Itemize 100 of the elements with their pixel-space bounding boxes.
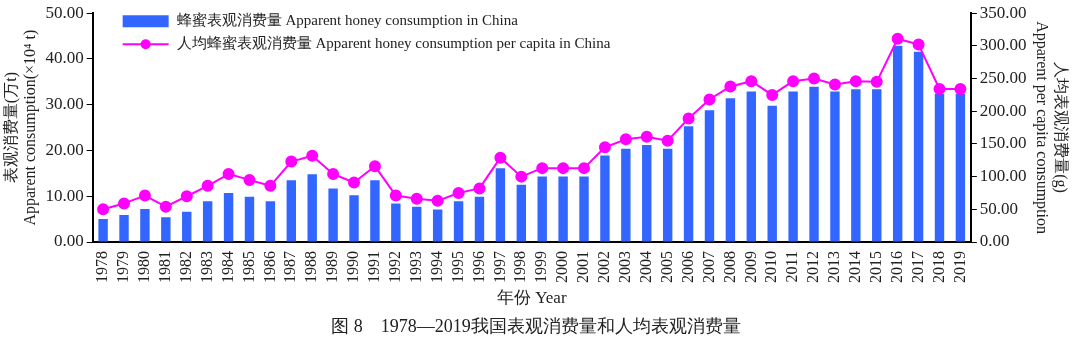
x-tick-label: 1998 [511, 251, 529, 283]
point [201, 179, 214, 192]
point [138, 189, 151, 202]
y2-tick-label: 100.00 [979, 166, 1027, 186]
bar [683, 126, 694, 242]
bar [119, 215, 129, 242]
bar [851, 89, 861, 242]
x-tick-label: 2014 [846, 251, 864, 283]
point [619, 133, 632, 146]
bar [98, 219, 108, 242]
x-tick-label: 1980 [135, 251, 153, 283]
bar [223, 193, 234, 242]
point [159, 200, 172, 213]
x-tick-label: 2003 [616, 251, 634, 283]
bar [202, 201, 213, 242]
y-tick-label: 30.00 [45, 94, 84, 114]
y2-tick-label: 0.00 [979, 231, 1010, 251]
x-tick-label: 1995 [448, 251, 466, 283]
bar [495, 168, 506, 242]
point [243, 173, 256, 186]
x-tick-label: 1988 [302, 251, 320, 283]
bar [558, 176, 568, 242]
point [787, 75, 800, 88]
point [348, 176, 361, 189]
bar [809, 86, 819, 242]
point [410, 192, 423, 205]
point [808, 72, 821, 85]
point [473, 182, 486, 195]
point [661, 134, 674, 147]
x-tick-label: 2015 [866, 251, 884, 283]
point [557, 162, 570, 175]
x-tick-label: 1986 [260, 251, 278, 283]
bar [600, 155, 610, 242]
bar [286, 180, 296, 242]
bar [788, 91, 798, 242]
point [285, 155, 298, 168]
point [933, 83, 946, 96]
x-tick-label: 2005 [657, 251, 675, 283]
point [766, 88, 779, 101]
bar [955, 93, 966, 242]
point [389, 189, 402, 202]
x-tick-label: 1997 [490, 251, 508, 283]
bar [370, 180, 380, 242]
x-tick-label: 2002 [595, 251, 613, 283]
bar [474, 196, 485, 242]
x-tick-label: 1978 [93, 251, 111, 283]
y-tick-label: 20.00 [45, 139, 84, 159]
bar [872, 89, 882, 242]
bar [642, 144, 652, 242]
point [745, 75, 758, 88]
y-tick-label: 0.00 [53, 231, 84, 251]
bar [391, 203, 401, 242]
x-tick-label: 1981 [156, 251, 174, 283]
x-tick-label: 2018 [929, 251, 947, 283]
y2-axis-title: 人均表观消费量(g) Apparent per capita consumption [1033, 21, 1071, 235]
text: 图 8 1978—2019我国表观消费量和人均表观消费量 [331, 315, 741, 336]
bar [307, 174, 317, 242]
x-tick-label: 2010 [762, 251, 780, 283]
point [640, 130, 653, 143]
x-axis-title: 年份 Year [496, 287, 567, 307]
point [452, 186, 465, 199]
x-tick-label: 2016 [887, 251, 905, 283]
bar [182, 211, 192, 242]
y-tick-label: 50.00 [45, 2, 84, 22]
x-tick-label: 1987 [281, 251, 299, 283]
y-axis-title: 表观消费量(万t) Apparent consumption(×10⁴ t) [1, 29, 39, 226]
bar [349, 195, 359, 242]
x-tick-label: 1979 [114, 251, 132, 283]
x-tick-label: 2008 [720, 251, 738, 283]
point [682, 112, 695, 125]
point [327, 168, 340, 181]
y-tick-label: 10.00 [45, 185, 84, 205]
bar [621, 148, 631, 242]
point [870, 75, 883, 88]
point [431, 194, 444, 207]
point [368, 160, 381, 173]
bar [453, 201, 464, 242]
point [494, 151, 507, 164]
point [912, 38, 925, 51]
y2-tick-label: 200.00 [979, 100, 1027, 120]
bar [725, 98, 736, 242]
point [306, 149, 319, 162]
bar [704, 110, 715, 242]
bar [516, 184, 526, 242]
point [118, 197, 131, 210]
x-tick-label: 1982 [176, 251, 194, 283]
point [515, 170, 528, 183]
x-tick-label: 2019 [950, 251, 968, 283]
x-tick-label: 2013 [825, 251, 843, 283]
point [828, 78, 841, 91]
x-tick-label: 1992 [386, 251, 404, 283]
point [849, 75, 862, 88]
bar [746, 91, 757, 242]
y2-tick-label: 350.00 [979, 2, 1027, 22]
point [954, 83, 967, 96]
bar [412, 206, 422, 242]
x-tick-label: 1991 [365, 251, 383, 283]
point [598, 141, 611, 154]
x-tick-label: 1994 [427, 251, 445, 283]
x-tick-label: 2012 [804, 251, 822, 283]
